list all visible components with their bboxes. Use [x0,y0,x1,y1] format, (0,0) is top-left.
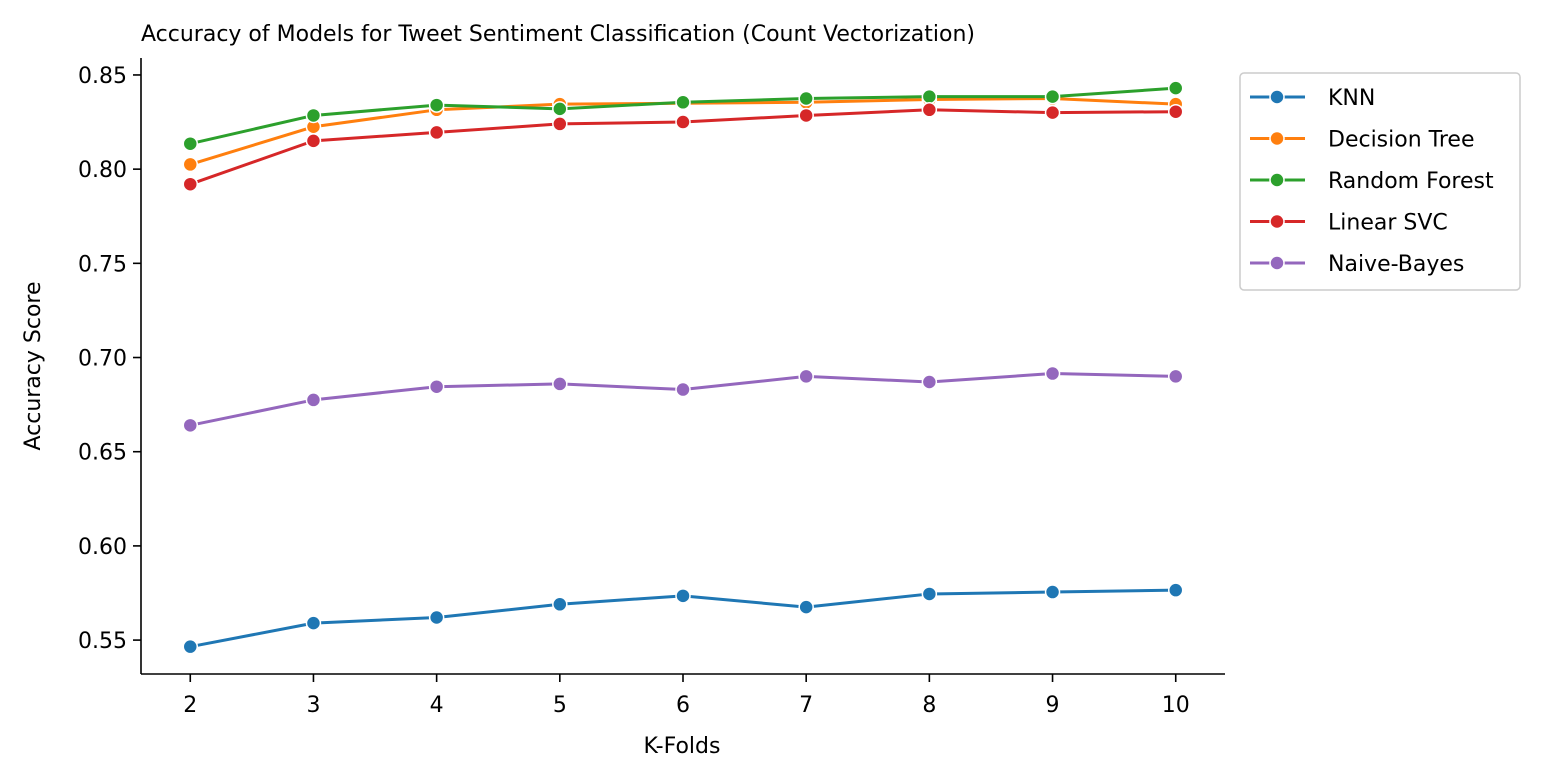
data-point [552,101,568,117]
data-point [428,378,445,395]
legend-label: Random Forest [1328,169,1494,194]
y-tick-label: 0.85 [78,64,127,89]
data-point [305,615,322,631]
data-point [1044,365,1061,382]
series-line [189,372,1176,427]
data-point [428,609,445,626]
series-linear-svc [182,102,1184,192]
data-point [798,599,814,615]
data-point [305,133,322,149]
data-point [428,124,445,141]
legend-marker [1269,255,1285,271]
legend-label: Naive-Bayes [1328,252,1464,277]
data-point [552,596,568,613]
data-point [921,88,938,105]
data-point [182,638,199,655]
data-point [182,176,199,192]
legend-item: Linear SVC [1250,211,1448,236]
data-point [182,135,199,152]
x-tick-label: 2 [183,693,197,718]
data-point [1044,104,1061,121]
data-point [798,368,814,385]
data-point [675,588,691,604]
y-tick-label: 0.70 [78,347,127,372]
legend-item: Decision Tree [1250,128,1475,153]
legend-label: KNN [1328,86,1375,111]
x-axis: 2 3 4 5 6 7 8 9 10 [141,673,1225,718]
y-tick-label: 0.80 [78,158,127,183]
y-tick-label: 0.60 [78,535,127,560]
legend: KNN Decision Tree Random Forest Linear SVC N… [1239,72,1521,291]
x-tick-label: 5 [553,693,567,718]
data-point [675,381,691,398]
series-knn [182,582,1184,655]
legend-marker [1269,213,1285,230]
legend-item: Random Forest [1250,169,1494,194]
legend-item: Naive-Bayes [1250,252,1464,277]
x-tick-label: 8 [922,693,936,718]
data-point [1167,103,1184,120]
data-point [1167,582,1184,598]
data-point [305,392,322,408]
legend-item: KNN [1250,86,1375,111]
legend-label: Decision Tree [1328,128,1475,153]
x-tick-label: 7 [799,693,813,718]
legend-label: Linear SVC [1328,211,1448,236]
x-tick-label: 9 [1046,693,1060,718]
legend-marker [1269,89,1285,105]
x-axis-title: K-Folds [644,734,721,759]
data-point [428,97,445,113]
x-tick-label: 3 [306,693,320,718]
y-axis-title: Accuracy Score [21,281,46,450]
data-point [675,94,691,111]
series-naive-bayes [182,365,1184,434]
legend-frame [1239,72,1521,291]
data-point [1167,368,1184,385]
data-point [182,156,199,173]
x-tick-label: 10 [1162,693,1190,718]
x-tick-label: 4 [430,693,444,718]
data-point [675,114,691,130]
data-point [921,586,938,602]
data-point [921,102,938,118]
legend-marker [1269,130,1285,147]
data-point [552,116,568,132]
data-point [1044,584,1061,600]
data-point [552,376,568,392]
data-point [1044,88,1061,105]
data-point [798,107,814,124]
data-point [182,417,199,434]
y-tick-label: 0.65 [78,441,127,466]
series-random-forest [182,80,1184,152]
y-tick-label: 0.75 [78,252,127,277]
y-tick-label: 0.55 [78,629,127,654]
data-point [1167,80,1184,96]
plot-area [182,80,1184,655]
data-point [798,90,814,107]
x-tick-label: 6 [676,693,690,718]
data-point [921,374,938,390]
legend-marker [1269,172,1285,188]
data-point [305,107,322,124]
y-axis: 0.55 0.60 0.65 0.70 0.75 0.80 0.85 [78,58,142,674]
chart-title: Accuracy of Models for Tweet Sentiment C… [141,22,975,47]
